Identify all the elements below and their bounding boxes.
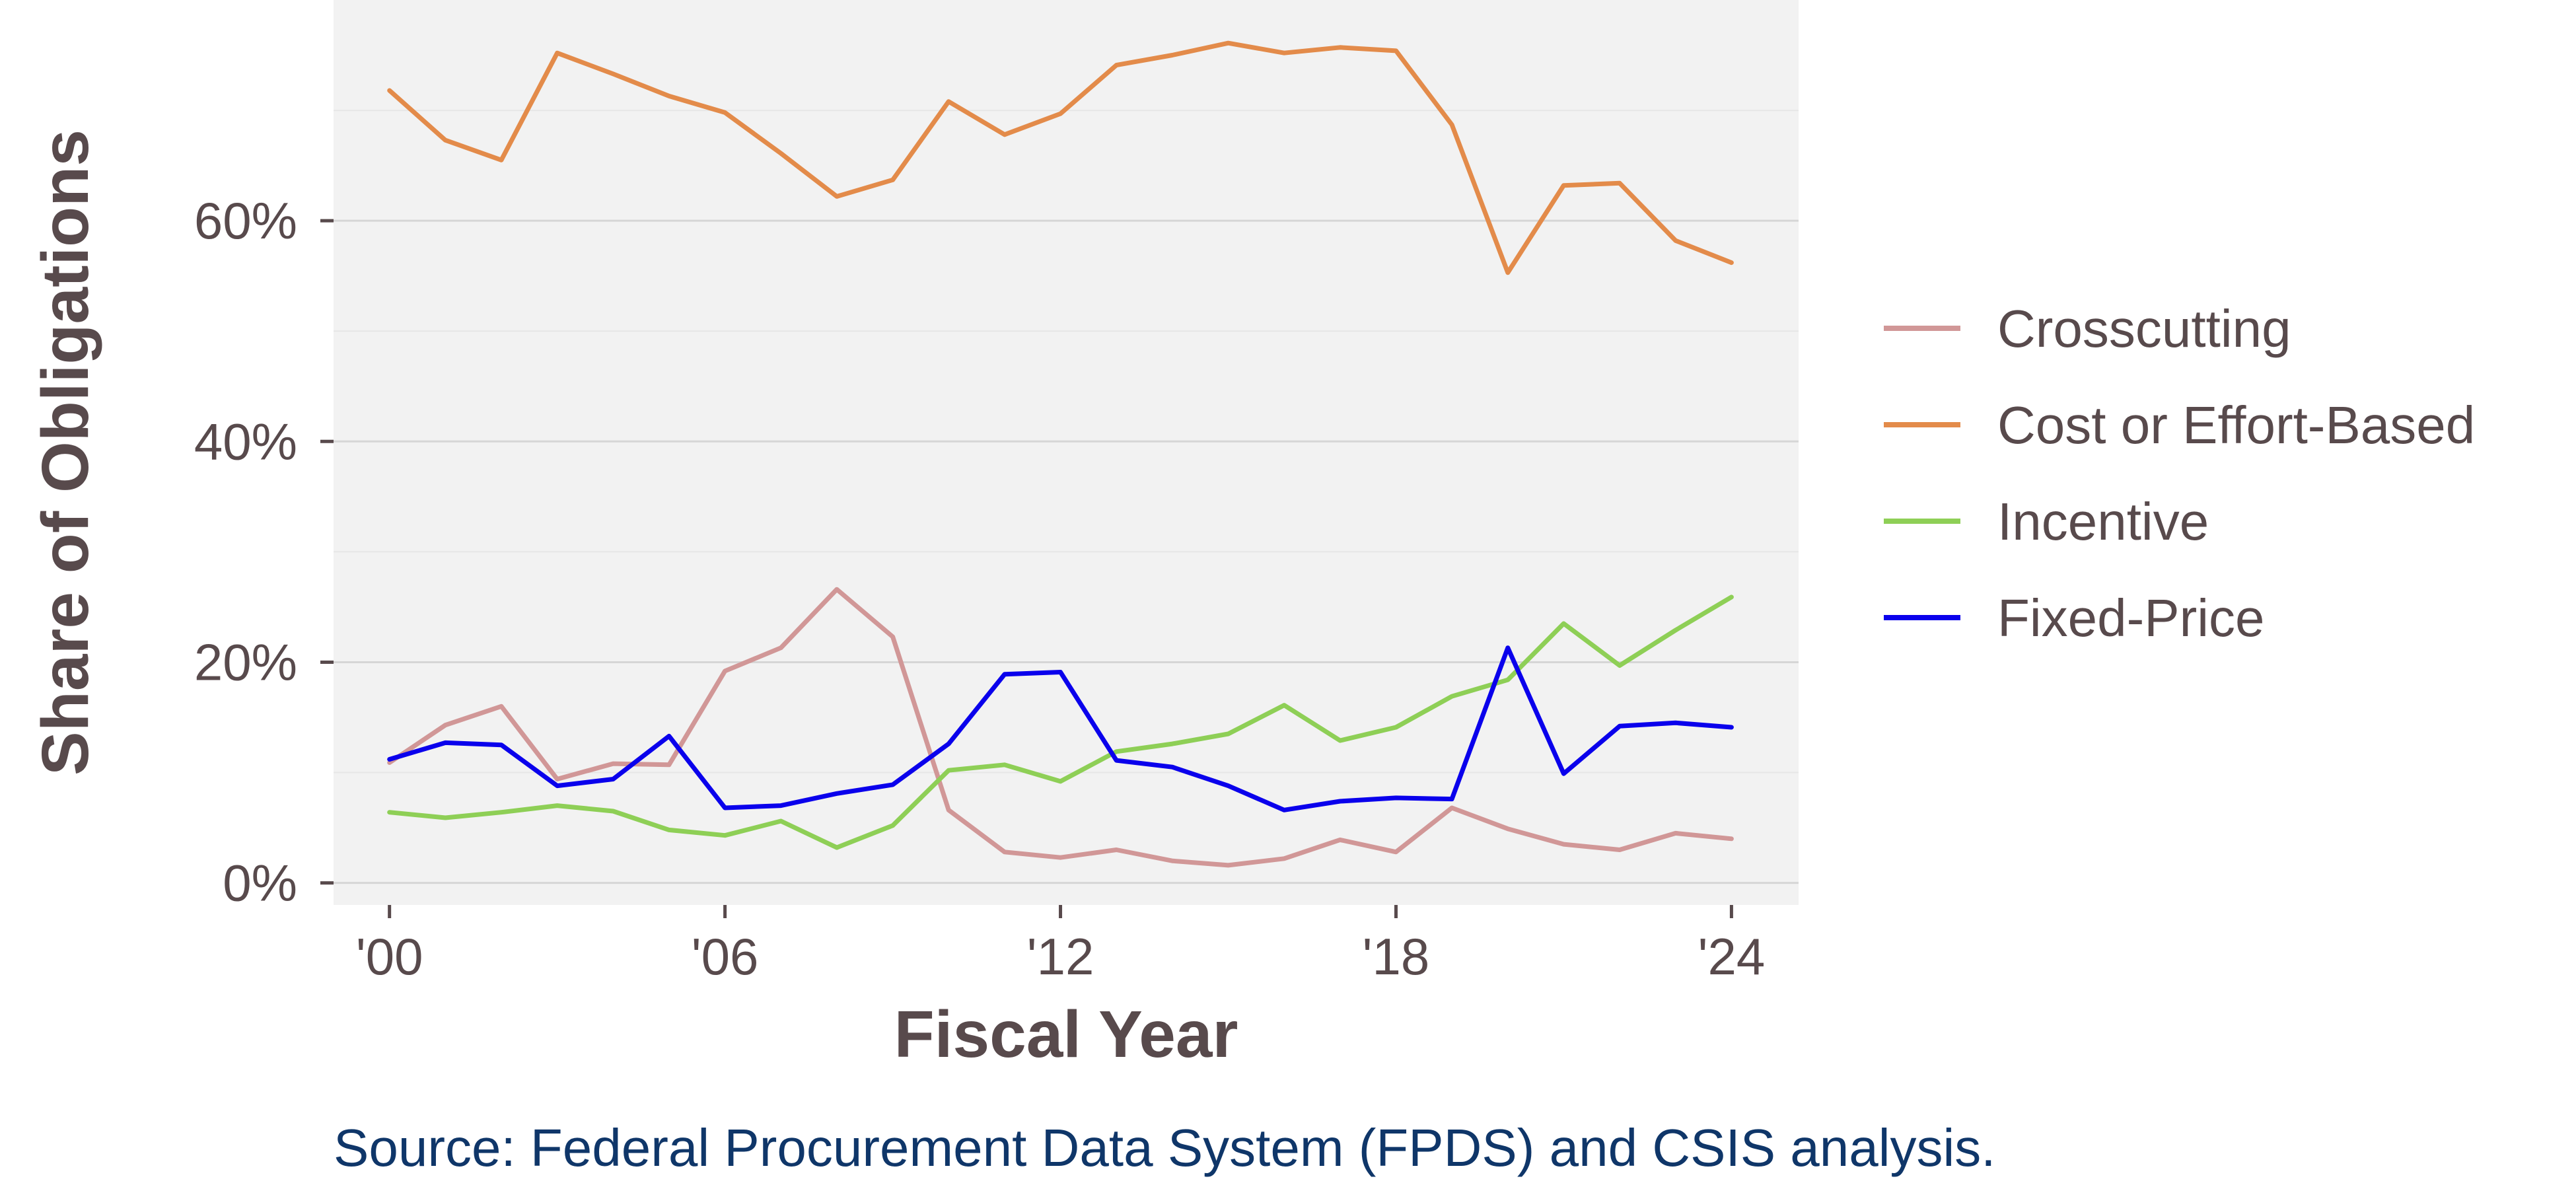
y-tick-label: 0% xyxy=(223,854,297,912)
legend-label-crosscutting: Crosscutting xyxy=(1997,299,2291,358)
legend-label-cost-or-effort-based: Cost or Effort-Based xyxy=(1997,396,2475,454)
series-line-cost-or-effort-based xyxy=(387,40,1734,275)
series-line-incentive xyxy=(387,594,1734,850)
source-note: Source: Federal Procurement Data System … xyxy=(334,1118,1996,1177)
series-line-fixed-price xyxy=(387,645,1734,812)
major-gridlines xyxy=(334,219,1799,884)
x-tick-label: '00 xyxy=(356,927,423,986)
plot-panel xyxy=(334,0,1799,905)
series-lines xyxy=(387,40,1734,868)
y-axis-title: Share of Obligations xyxy=(28,129,102,775)
x-tick-label: '06 xyxy=(692,927,759,986)
legend: Crosscutting Cost or Effort-Based Incentiv… xyxy=(1884,299,2475,647)
series-line-crosscutting xyxy=(387,587,1734,868)
legend-label-fixed-price: Fixed-Price xyxy=(1997,589,2265,647)
y-tick-label: 20% xyxy=(194,633,297,691)
legend-label-incentive: Incentive xyxy=(1997,492,2209,551)
x-tick-label: '24 xyxy=(1698,927,1766,986)
y-tick-label: 40% xyxy=(194,412,297,470)
x-axis: '00 '06 '12 '18 '24 xyxy=(356,905,1765,986)
y-tick-label: 60% xyxy=(194,192,297,250)
x-tick-label: '18 xyxy=(1363,927,1430,986)
x-axis-title: Fiscal Year xyxy=(894,997,1238,1071)
x-tick-label: '12 xyxy=(1027,927,1094,986)
y-axis: 0% 20% 40% 60% xyxy=(194,192,334,912)
